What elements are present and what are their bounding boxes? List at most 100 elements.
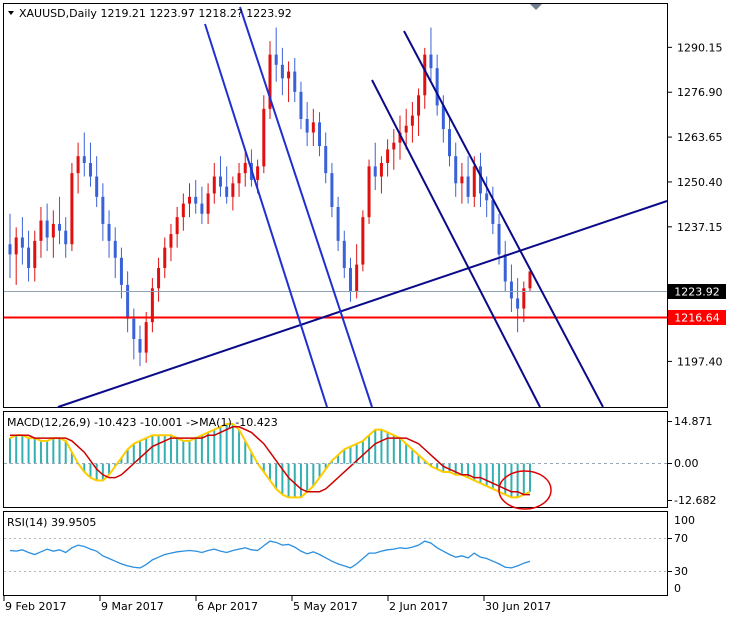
candle-body xyxy=(70,173,74,245)
candle xyxy=(243,149,247,187)
candle xyxy=(287,61,291,103)
symbol-menu-icon[interactable] xyxy=(8,11,14,15)
candle-body xyxy=(39,220,43,241)
candle xyxy=(503,240,507,292)
candle-body xyxy=(181,203,185,218)
candle-body xyxy=(138,339,142,353)
candle-body xyxy=(188,196,192,204)
candle xyxy=(218,156,222,197)
current-price-label-bg xyxy=(668,284,726,299)
candle xyxy=(355,244,359,299)
candle xyxy=(231,176,235,211)
candle-body xyxy=(398,132,402,143)
candle xyxy=(293,58,297,103)
candle xyxy=(404,108,408,150)
candle xyxy=(212,162,216,204)
candle-body xyxy=(516,298,520,309)
candle xyxy=(175,207,179,248)
time-tick-label: 6 Apr 2017 xyxy=(197,600,258,613)
candle-body xyxy=(386,149,390,163)
candle xyxy=(157,257,161,302)
candle xyxy=(324,132,328,184)
candle-body xyxy=(522,288,526,309)
candle-body xyxy=(361,217,365,265)
candle-body xyxy=(348,267,352,292)
price-tick-label: 1250.40 xyxy=(677,176,723,189)
candle xyxy=(509,264,513,312)
macd-tick-min-label: -12.682 xyxy=(674,494,716,507)
candle xyxy=(95,156,99,207)
channel-2-lower[interactable] xyxy=(371,79,541,408)
candle xyxy=(163,237,167,279)
scroll-marker-icon[interactable] xyxy=(530,4,542,10)
time-tick-label: 2 Jun 2017 xyxy=(389,600,448,613)
candle-body xyxy=(45,220,49,238)
candle-body xyxy=(497,223,501,255)
candle-body xyxy=(51,223,55,238)
candle-body xyxy=(175,217,179,235)
candle-body xyxy=(528,271,532,289)
candle-body xyxy=(20,237,24,248)
candle xyxy=(448,115,452,167)
candle xyxy=(45,203,49,252)
candle-body xyxy=(454,156,458,184)
candle xyxy=(299,81,303,130)
candle-body xyxy=(163,247,167,268)
candle-body xyxy=(268,54,272,109)
candle-body xyxy=(293,71,297,92)
candle xyxy=(342,230,346,279)
candle-body xyxy=(169,234,173,248)
price-tick-label: 1237.15 xyxy=(677,221,723,234)
rising-trendline[interactable] xyxy=(57,200,668,408)
candle-body xyxy=(218,176,222,187)
candle xyxy=(225,166,229,204)
symbol-info: XAUUSD,Daily 1219.21 1223.97 1218.2? 122… xyxy=(19,7,292,20)
candle-body xyxy=(305,118,309,133)
candle xyxy=(82,132,86,177)
candle-body xyxy=(225,186,229,197)
candle-body xyxy=(404,125,408,133)
price-tick-label: 1197.40 xyxy=(677,355,723,368)
candle xyxy=(113,227,117,279)
candle xyxy=(181,193,185,231)
candle xyxy=(268,41,272,119)
candle-body xyxy=(318,122,322,147)
candle xyxy=(435,54,439,116)
macd-highlight-circle xyxy=(498,470,552,510)
rsi-tick-30: 30 xyxy=(674,565,688,578)
candle xyxy=(88,142,92,187)
candle-body xyxy=(95,176,99,197)
price-tick-label: 1290.15 xyxy=(677,41,723,54)
time-tick-label: 5 May 2017 xyxy=(293,600,358,613)
candle-body xyxy=(509,281,513,299)
candle-body xyxy=(157,267,161,289)
candle-body xyxy=(144,322,148,353)
rsi-label: RSI(14) 39.9505 xyxy=(7,516,96,529)
rsi-tick-100: 100 xyxy=(674,514,695,527)
candle xyxy=(429,27,433,82)
candle xyxy=(398,115,402,160)
rsi-line xyxy=(9,540,531,569)
channel-2-upper[interactable] xyxy=(403,30,604,408)
candle xyxy=(169,223,173,262)
channel-1-lower[interactable] xyxy=(204,23,328,408)
candle-body xyxy=(8,244,12,255)
candle-body xyxy=(132,318,136,340)
channel-1-upper[interactable] xyxy=(239,6,373,408)
candle xyxy=(491,186,495,235)
candle xyxy=(460,162,464,204)
candle xyxy=(410,102,414,143)
candle-body xyxy=(231,183,235,197)
candle-body xyxy=(324,146,328,174)
candle xyxy=(101,183,105,241)
candle xyxy=(200,186,204,224)
candle-body xyxy=(206,193,210,214)
candle-body xyxy=(441,105,445,130)
candle-body xyxy=(478,166,482,194)
candle xyxy=(318,112,322,157)
candle-body xyxy=(448,129,452,157)
candle-body xyxy=(392,142,396,150)
candle-body xyxy=(373,166,377,177)
candle-body xyxy=(126,284,130,319)
